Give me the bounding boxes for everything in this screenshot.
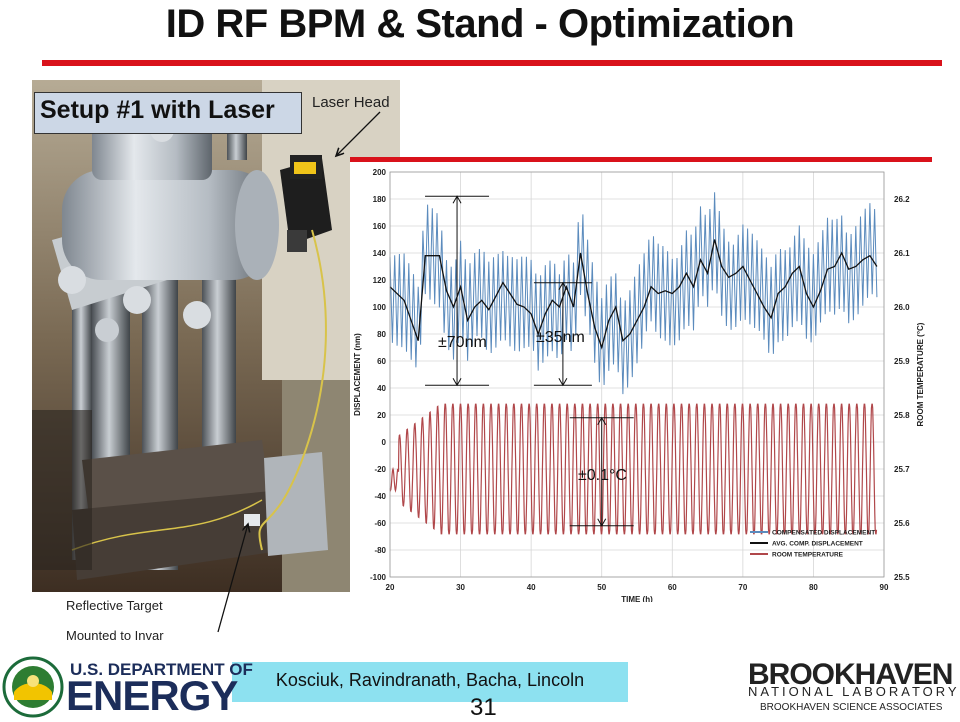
x-tick-label: 30	[456, 583, 465, 592]
y2-tick-label: 25.9	[894, 357, 910, 366]
bnl-logo-subtitle: NATIONAL LABORATORY	[748, 684, 960, 699]
series-room-temperature-line	[389, 403, 878, 535]
y-tick-label: -60	[374, 519, 386, 528]
y-tick-label: 140	[373, 249, 387, 258]
doe-department-label: U.S. DEPARTMENT OF	[70, 660, 253, 679]
title-underline	[42, 60, 942, 66]
y-tick-label: -20	[374, 465, 386, 474]
legend-label: COMPENSATED DISPLACEMENT	[772, 530, 875, 537]
x-tick-label: 90	[880, 583, 889, 592]
authors: Kosciuk, Ravindranath, Bacha, Lincoln	[275, 670, 585, 690]
y-tick-label: 180	[373, 195, 387, 204]
stand-photo-drawing	[32, 80, 400, 592]
y-tick-label: -80	[374, 546, 386, 555]
y-tick-label: -40	[374, 492, 386, 501]
doe-seal-logo	[2, 656, 64, 718]
series-avg-comp-displacement-line	[389, 239, 878, 350]
x-tick-label: 20	[386, 583, 395, 592]
laser-head-pointer	[336, 111, 381, 156]
page-number: 31	[470, 694, 497, 721]
annotation-35nm: ±35nm	[536, 329, 585, 346]
y2-tick-label: 26.2	[894, 195, 910, 204]
x-axis-title: TIME (h)	[621, 595, 653, 602]
legend-label: ROOM TEMPERATURE	[772, 552, 844, 559]
bracket-35nm-arrow-up	[558, 281, 568, 290]
y2-tick-label: 25.8	[894, 411, 910, 420]
chart-top-rule	[350, 157, 932, 162]
x-tick-label: 40	[527, 583, 536, 592]
bracket-70nm-arrow-down	[452, 378, 462, 387]
annotation-0-1c: ±0.1°C	[578, 467, 627, 484]
y-tick-label: 160	[373, 222, 387, 231]
y-tick-label: 40	[377, 384, 386, 393]
mounted-to-invar-label: Mounted to Invar	[66, 628, 164, 643]
y-tick-label: 120	[373, 276, 387, 285]
authors-box	[232, 662, 628, 702]
x-tick-label: 60	[668, 583, 677, 592]
y-tick-label: -100	[370, 573, 387, 582]
bracket-35nm-arrow-down	[558, 378, 568, 387]
bnl-logo-name: BROOKHAVEN	[748, 658, 953, 691]
chart-background	[350, 162, 932, 602]
y-axis-title: DISPLACEMENT (nm)	[353, 333, 362, 416]
y-tick-label: 200	[373, 168, 387, 177]
setup-label: Setup #1 with Laser	[40, 96, 275, 124]
legend-label: AVG. COMP. DISPLACEMENT	[772, 541, 863, 548]
stand-photo	[32, 80, 400, 592]
doe-energy-label: ENERGY	[66, 672, 238, 719]
y-tick-label: 0	[382, 438, 387, 447]
y2-tick-label: 25.6	[894, 519, 910, 528]
annotation-70nm: ±70nm	[438, 334, 487, 351]
y-tick-label: 100	[373, 303, 387, 312]
setup-label-box	[34, 92, 302, 134]
slide-title: ID RF BPM & Stand - Optimization	[165, 2, 795, 46]
y-tick-label: 60	[377, 357, 386, 366]
bracket-70nm-arrow-up	[452, 195, 462, 204]
y2-tick-label: 26.0	[894, 303, 910, 312]
y-tick-label: 20	[377, 411, 386, 420]
y2-tick-label: 26.1	[894, 249, 910, 258]
reflective-target-label: Reflective Target	[66, 598, 163, 613]
x-tick-label: 50	[597, 583, 606, 592]
plot-frame	[389, 171, 885, 578]
y2-tick-label: 25.5	[894, 573, 910, 582]
x-tick-label: 80	[809, 583, 818, 592]
y2-tick-label: 25.7	[894, 465, 910, 474]
laser-head-label: Laser Head	[312, 94, 390, 111]
y-tick-label: 80	[377, 330, 386, 339]
bnl-associates: BROOKHAVEN SCIENCE ASSOCIATES	[760, 702, 943, 713]
displacement-temperature-chart: -100 -80 -60 -40 -20 0 20 40 60 80 100 120 140 160 180…	[350, 162, 932, 602]
y2-axis-title: ROOM TEMPERATURE (°C)	[916, 322, 925, 426]
x-tick-label: 70	[738, 583, 747, 592]
target-pointer	[217, 524, 248, 633]
bracket-0-1c-arrow-down	[597, 518, 607, 527]
bracket-0-1c-arrow-up	[597, 416, 607, 425]
